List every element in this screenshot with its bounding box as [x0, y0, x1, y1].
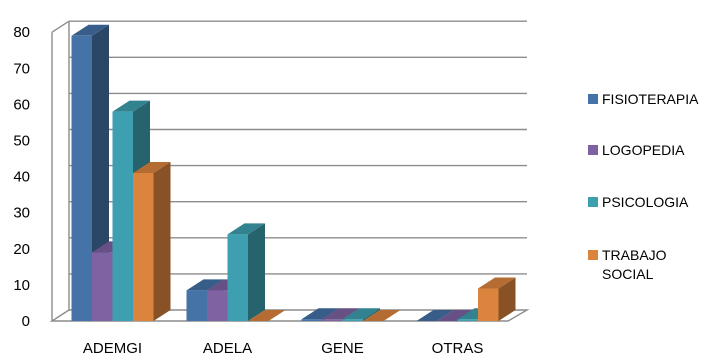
legend-swatch-trabajo-social	[588, 250, 598, 260]
y-tick-label: 30	[13, 205, 30, 222]
legend-label-logopedia: LOGOPEDIA	[602, 142, 685, 158]
y-tick-label: 80	[13, 24, 30, 41]
legend-swatch-fisioterapia	[588, 94, 598, 104]
legend-label-fisioterapia: FISIOTERAPIA	[602, 91, 699, 107]
bar-top	[416, 310, 454, 321]
bar-top	[322, 308, 360, 320]
bar-top	[301, 308, 339, 320]
x-tick-label-ademgi: ADEMGI	[83, 340, 142, 357]
bar-front	[186, 290, 207, 321]
bars	[71, 24, 516, 322]
y-tick-label: 40	[13, 169, 30, 186]
bar-front	[112, 111, 133, 322]
y-tick-label: 50	[13, 133, 30, 150]
bar-side	[498, 277, 516, 321]
bar-otras-fisioterapia	[416, 310, 454, 321]
legend-label-trabajo-social: TRABAJO SOCIAL	[602, 247, 667, 282]
bar-top	[478, 277, 516, 289]
bar-top	[227, 223, 265, 235]
y-tick-label: 60	[13, 96, 30, 113]
bar-side	[153, 161, 171, 321]
bar-top	[186, 279, 224, 291]
legend-item-fisioterapia: FISIOTERAPIA	[588, 90, 724, 109]
bar-top	[248, 310, 286, 321]
bar-top	[71, 24, 109, 36]
legend-swatch-logopedia	[588, 145, 598, 155]
bar-gene-trabajo-social	[363, 310, 401, 321]
bar-ademgi-trabajo-social	[133, 161, 171, 321]
y-axis-depth-edge	[51, 20, 70, 33]
y-tick-label: 70	[13, 60, 30, 77]
bar-side	[363, 308, 380, 321]
bar-top	[133, 161, 171, 173]
legend-label-psicologia: PSICOLOGIA	[602, 194, 689, 210]
x-axis-ticks: ADEMGI ADELA GENE OTRAS	[83, 340, 483, 357]
bar-otras-trabajo-social	[478, 277, 516, 321]
bar-front	[207, 290, 228, 321]
y-tick-label: 0	[22, 313, 30, 330]
bar-gene-psicologia	[342, 308, 380, 321]
y-axis-ticks: 0 10 20 30 40 50 60 70 80	[13, 24, 30, 330]
bar-side	[248, 223, 265, 321]
bar-front	[133, 172, 154, 321]
legend-swatch-psicologia	[588, 197, 598, 207]
bar-top	[363, 310, 401, 321]
bar-top	[342, 308, 380, 320]
legend-item-psicologia: PSICOLOGIA	[588, 193, 724, 212]
bar-chart: 0 10 20 30 40 50 60 70 80 ADEMGI ADELA GENE OTRAS	[13, 20, 530, 357]
x-tick-label-adela: ADELA	[203, 340, 252, 357]
bar-front	[301, 319, 322, 321]
bar-otras-logopedia	[437, 310, 475, 321]
bar-front	[322, 319, 343, 321]
bar-front	[478, 288, 499, 321]
bar-top	[112, 100, 150, 112]
y-tick-label: 10	[13, 277, 30, 294]
bar-top	[437, 310, 475, 321]
bar-adela-trabajo-social	[248, 310, 286, 321]
bar-front	[342, 319, 363, 321]
legend-item-logopedia: LOGOPEDIA	[588, 141, 724, 160]
bar-adela-psicologia	[227, 223, 265, 321]
legend-item-trabajo-social: TRABAJO SOCIAL	[588, 246, 724, 284]
bar-front	[92, 252, 113, 321]
bar-front	[227, 234, 248, 321]
x-tick-label-gene: GENE	[321, 340, 364, 357]
y-tick-label: 20	[13, 241, 30, 258]
bar-front	[457, 319, 478, 321]
bar-front	[71, 35, 92, 322]
x-tick-label-otras: OTRAS	[432, 340, 484, 357]
